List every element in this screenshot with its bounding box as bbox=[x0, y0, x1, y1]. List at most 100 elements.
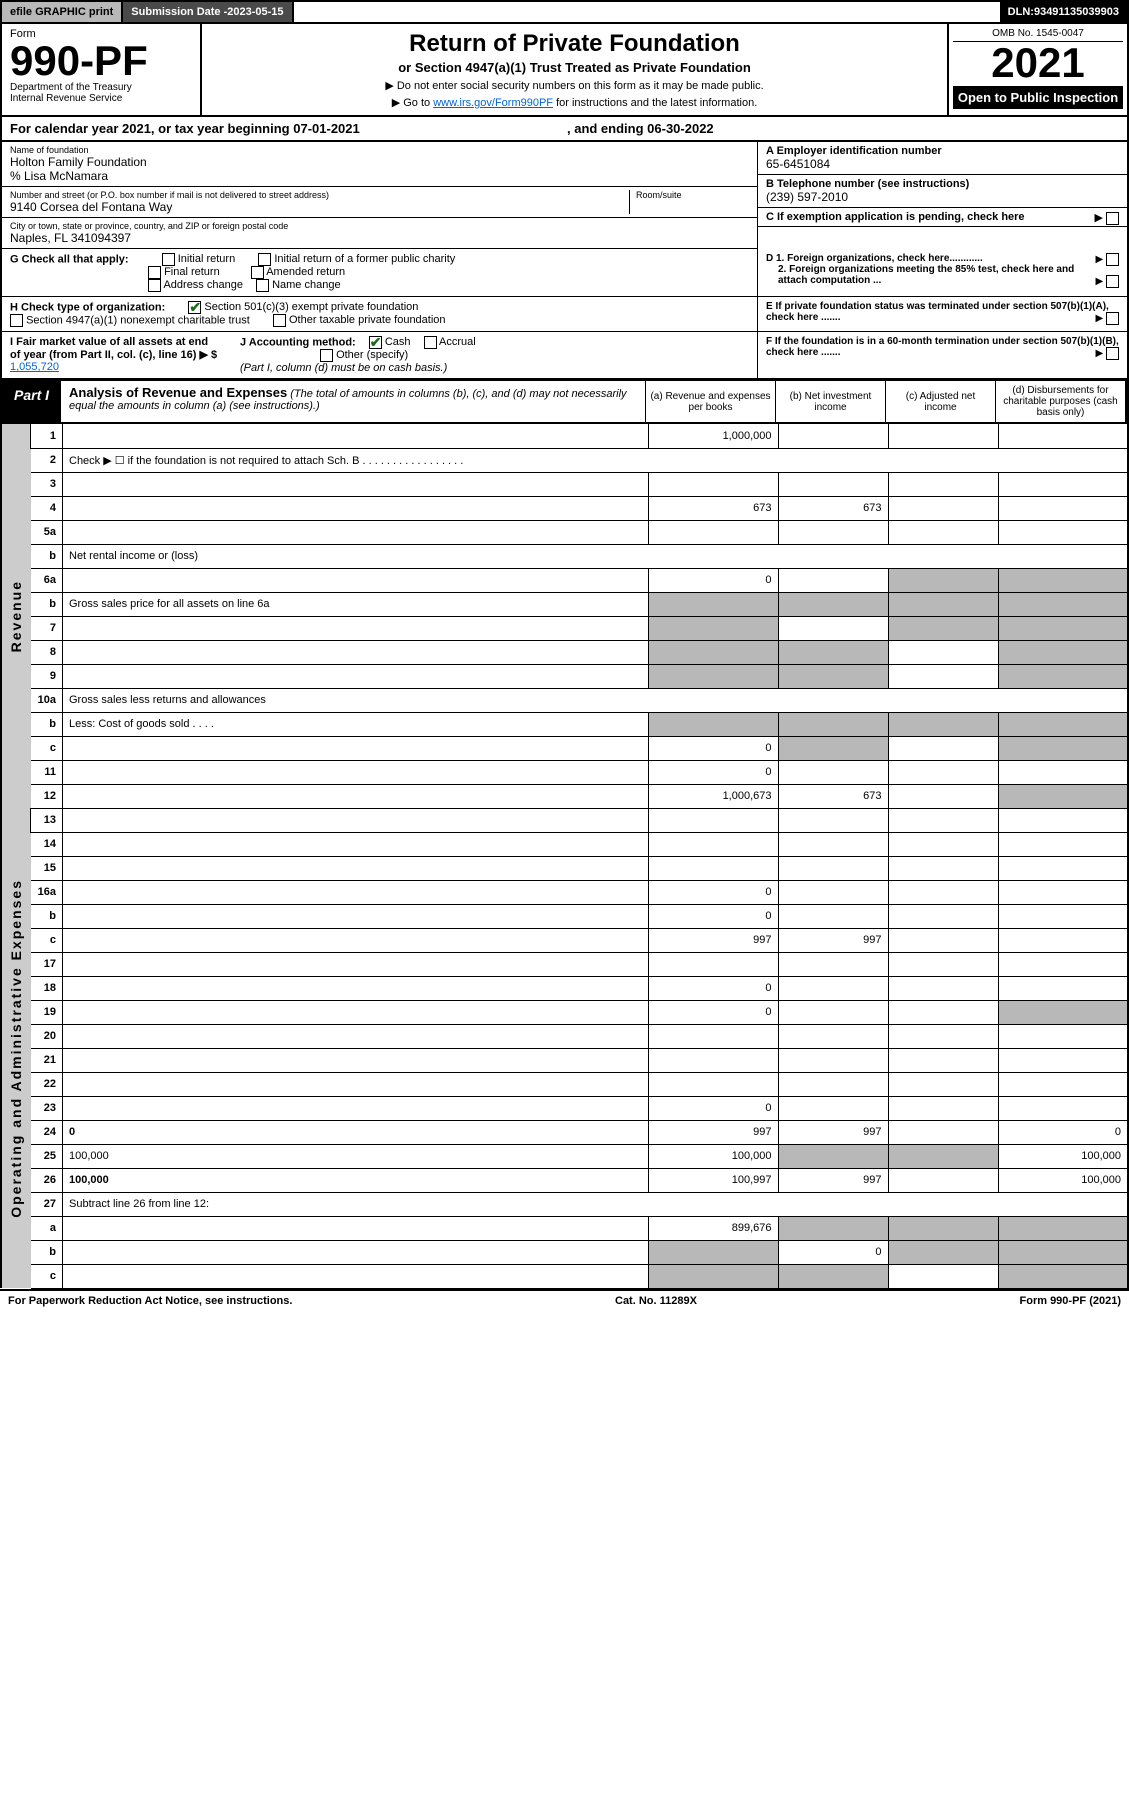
amount-cell bbox=[888, 952, 998, 976]
amount-cell bbox=[888, 1072, 998, 1096]
line-desc bbox=[63, 904, 649, 928]
amount-cell bbox=[778, 856, 888, 880]
amount-cell bbox=[998, 472, 1128, 496]
amount-cell bbox=[648, 1072, 778, 1096]
part1-header: Part I Analysis of Revenue and Expenses … bbox=[0, 380, 1129, 424]
checkbox-f[interactable] bbox=[1106, 347, 1119, 360]
line-desc bbox=[63, 496, 649, 520]
expenses-side-label: Operating and Administrative Expenses bbox=[8, 879, 24, 1218]
checkbox-d1[interactable] bbox=[1106, 253, 1119, 266]
line-number: 4 bbox=[31, 496, 63, 520]
checkbox-accrual[interactable] bbox=[424, 336, 437, 349]
table-row: 190 bbox=[1, 1000, 1128, 1024]
amount-cell bbox=[998, 928, 1128, 952]
line-number: 23 bbox=[31, 1096, 63, 1120]
table-row: b0 bbox=[1, 904, 1128, 928]
amount-cell bbox=[778, 568, 888, 592]
amount-cell bbox=[998, 904, 1128, 928]
line-number: 13 bbox=[31, 808, 63, 832]
col-b-header: (b) Net investment income bbox=[775, 381, 885, 422]
checkbox-initial[interactable] bbox=[162, 253, 175, 266]
fmv-value: 1,055,720 bbox=[10, 361, 59, 373]
amount-cell bbox=[648, 520, 778, 544]
amount-cell: 0 bbox=[648, 1000, 778, 1024]
checkbox-final[interactable] bbox=[148, 266, 161, 279]
line-number: 10a bbox=[31, 688, 63, 712]
checkbox-initial-former[interactable] bbox=[258, 253, 271, 266]
amount-cell bbox=[778, 640, 888, 664]
checkbox-e[interactable] bbox=[1106, 312, 1119, 325]
amount-cell bbox=[888, 976, 998, 1000]
amount-cell bbox=[998, 496, 1128, 520]
amount-cell bbox=[888, 496, 998, 520]
table-row: c0 bbox=[1, 736, 1128, 760]
amount-cell bbox=[888, 1216, 998, 1240]
amount-cell bbox=[998, 1048, 1128, 1072]
amount-cell bbox=[888, 568, 998, 592]
table-row: a899,676 bbox=[1, 1216, 1128, 1240]
line-desc bbox=[63, 664, 649, 688]
line-number: 17 bbox=[31, 952, 63, 976]
form-title-block: Return of Private Foundation or Section … bbox=[202, 24, 947, 115]
line-desc: Net rental income or (loss) bbox=[63, 544, 1129, 568]
amount-cell: 997 bbox=[778, 1168, 888, 1192]
amount-cell bbox=[778, 760, 888, 784]
amount-cell bbox=[648, 664, 778, 688]
table-row: 4673673 bbox=[1, 496, 1128, 520]
amount-cell bbox=[778, 976, 888, 1000]
amount-cell: 997 bbox=[648, 928, 778, 952]
line-desc bbox=[63, 832, 649, 856]
amount-cell bbox=[888, 1000, 998, 1024]
amount-cell bbox=[998, 952, 1128, 976]
checkbox-address[interactable] bbox=[148, 279, 161, 292]
amount-cell: 0 bbox=[648, 904, 778, 928]
line-desc: Check ▶ ☐ if the foundation is not requi… bbox=[63, 448, 1129, 472]
line-desc bbox=[63, 880, 649, 904]
checkbox-4947[interactable] bbox=[10, 314, 23, 327]
line-desc bbox=[63, 1240, 649, 1264]
form-number-block: Form 990-PF Department of the Treasury I… bbox=[2, 24, 202, 115]
line-desc bbox=[63, 760, 649, 784]
table-row: 2409979970 bbox=[1, 1120, 1128, 1144]
amount-cell bbox=[998, 784, 1128, 808]
table-row: 27Subtract line 26 from line 12: bbox=[1, 1192, 1128, 1216]
amount-cell bbox=[648, 1048, 778, 1072]
amount-cell: 0 bbox=[648, 568, 778, 592]
amount-cell bbox=[778, 808, 888, 832]
footer-mid: Cat. No. 11289X bbox=[615, 1295, 697, 1307]
address-cell: Number and street (or P.O. box number if… bbox=[2, 187, 757, 218]
amount-cell bbox=[888, 736, 998, 760]
checkbox-name[interactable] bbox=[256, 279, 269, 292]
checkbox-d2[interactable] bbox=[1106, 275, 1119, 288]
table-row: 9 bbox=[1, 664, 1128, 688]
checkbox-501c3[interactable] bbox=[188, 301, 201, 314]
amount-cell bbox=[648, 1240, 778, 1264]
amount-cell bbox=[998, 616, 1128, 640]
amount-cell bbox=[888, 1024, 998, 1048]
amount-cell: 0 bbox=[778, 1240, 888, 1264]
checkbox-other-taxable[interactable] bbox=[273, 314, 286, 327]
line-desc bbox=[63, 1072, 649, 1096]
line-number: 16a bbox=[31, 880, 63, 904]
table-row: 16a0 bbox=[1, 880, 1128, 904]
amount-cell bbox=[888, 1264, 998, 1288]
checkbox-cash[interactable] bbox=[369, 336, 382, 349]
checkbox-c[interactable] bbox=[1106, 212, 1119, 225]
line-number: 21 bbox=[31, 1048, 63, 1072]
amount-cell bbox=[888, 760, 998, 784]
col-d-header: (d) Disbursements for charitable purpose… bbox=[995, 381, 1125, 422]
table-row: Operating and Administrative Expenses13 bbox=[1, 808, 1128, 832]
line-number: 22 bbox=[31, 1072, 63, 1096]
checkbox-amended[interactable] bbox=[251, 266, 264, 279]
line-number: 2 bbox=[31, 448, 63, 472]
footer-left: For Paperwork Reduction Act Notice, see … bbox=[8, 1295, 292, 1307]
line-desc bbox=[63, 520, 649, 544]
checkbox-other-method[interactable] bbox=[320, 349, 333, 362]
amount-cell bbox=[778, 1048, 888, 1072]
irs-link[interactable]: www.irs.gov/Form990PF bbox=[433, 97, 553, 109]
line-number: 25 bbox=[31, 1144, 63, 1168]
table-row: b0 bbox=[1, 1240, 1128, 1264]
line-number: 11 bbox=[31, 760, 63, 784]
table-row: 15 bbox=[1, 856, 1128, 880]
amount-cell: 0 bbox=[648, 976, 778, 1000]
